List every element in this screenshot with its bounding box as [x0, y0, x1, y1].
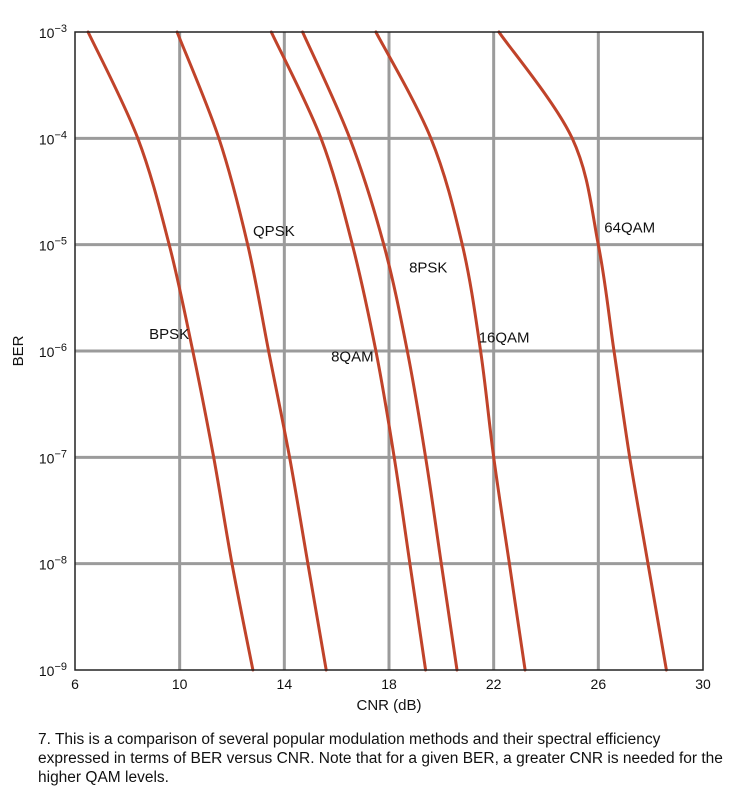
series-label: BPSK — [149, 326, 189, 343]
series-line-8qam — [269, 30, 428, 672]
x-tick-label: 18 — [381, 676, 397, 692]
series-curves — [86, 30, 668, 672]
series-label: 64QAM — [604, 220, 655, 237]
y-tick-label: 10−4 — [39, 129, 67, 147]
x-tick-label: 10 — [172, 676, 188, 692]
series-line-8psk — [301, 30, 459, 672]
series-line-16qam — [374, 30, 527, 672]
y-tick-label: 10−5 — [39, 236, 67, 254]
tick-labels: 6 10 14 18 22 26 30 10−3 10−4 10−5 10−6 10−7 10−8 10−… — [39, 23, 711, 692]
series-label: QPSK — [253, 223, 295, 240]
series-line-64qam — [497, 30, 668, 672]
series-label: 16QAM — [479, 330, 530, 347]
figure-caption: 7. This is a comparison of several popul… — [38, 731, 723, 786]
y-tick-label: 10−6 — [39, 342, 67, 360]
y-axis-label: BER — [10, 335, 27, 366]
series-labels: BPSK QPSK 8QAM 8PSK 16QAM 64QAM — [149, 220, 655, 366]
x-tick-label: 14 — [277, 676, 293, 692]
series-label: 8QAM — [331, 348, 374, 365]
x-tick-label: 6 — [71, 676, 79, 692]
plot-frame — [74, 31, 704, 671]
x-tick-label: 22 — [486, 676, 502, 692]
x-tick-label: 30 — [695, 676, 711, 692]
x-tick-label: 26 — [591, 676, 607, 692]
x-axis-label: CNR (dB) — [356, 697, 421, 714]
y-tick-label: 10−3 — [39, 23, 67, 41]
y-tick-label: 10−7 — [39, 448, 67, 466]
series-line-bpsk — [86, 30, 255, 672]
series-line-qpsk — [175, 30, 328, 672]
series-label: 8PSK — [409, 259, 447, 276]
y-tick-label: 10−8 — [39, 555, 67, 573]
grid — [75, 32, 703, 670]
ber-vs-cnr-chart: 6 10 14 18 22 26 30 10−3 10−4 10−5 10−6 10−7 10−8 10−… — [10, 23, 711, 714]
y-tick-label: 10−9 — [39, 661, 67, 679]
